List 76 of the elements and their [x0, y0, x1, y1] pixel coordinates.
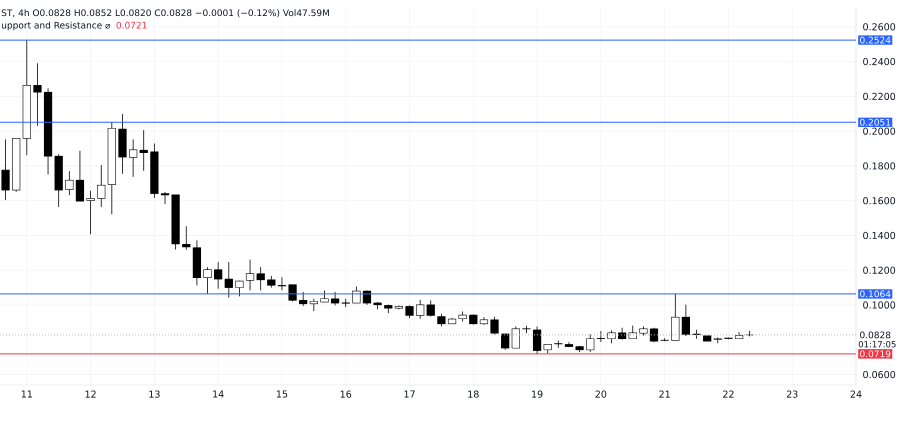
x-tick-label: 14	[213, 390, 224, 398]
candlestick	[330, 292, 340, 306]
y-tick-label: 0.2000	[863, 128, 896, 135]
candlestick	[246, 259, 254, 291]
candlestick	[458, 311, 467, 322]
candlestick	[97, 164, 106, 208]
candlestick	[416, 299, 424, 320]
x-tick-label: 21	[659, 390, 670, 398]
x-tick-label: 11	[22, 390, 32, 398]
candlestick	[235, 280, 244, 297]
x-tick-label: 13	[149, 390, 160, 398]
candlestick	[203, 266, 212, 294]
text: 01:17:05	[858, 341, 896, 348]
y-tick-label: 0.1200	[863, 266, 896, 274]
candlestick	[310, 298, 318, 312]
candlestick	[267, 275, 276, 288]
y-tick-label: 0.2200	[863, 92, 896, 100]
candlestick	[65, 170, 74, 196]
annotation: 0.0721	[116, 22, 147, 29]
y-tick-label: 0.2600	[863, 23, 896, 30]
ref-line-label: 0.2051	[860, 118, 890, 126]
y-tick-label: 0.2400	[863, 58, 896, 66]
candlestick	[33, 62, 42, 126]
x-tick-label: 12	[86, 390, 96, 398]
candlestick	[586, 334, 594, 353]
y-tick-label: 0.1800	[863, 162, 896, 170]
candlestick	[469, 314, 478, 325]
candlestick	[437, 313, 446, 327]
candlestick	[426, 300, 435, 317]
candlestick	[650, 327, 658, 343]
candlestick	[405, 304, 414, 318]
candlestick	[596, 330, 605, 342]
candlestick	[682, 304, 690, 337]
text: upport and Resistance ⌀	[2, 22, 110, 30]
candlestick	[532, 326, 542, 354]
x-tick-label: 19	[532, 390, 542, 398]
candlestick	[628, 325, 637, 340]
candlestick	[160, 192, 170, 205]
x-tick-label: 17	[404, 390, 415, 398]
candlestick	[490, 316, 499, 335]
x-tick-label: 16	[340, 390, 352, 398]
candlestick	[522, 325, 531, 334]
y-tick-label: 0.1600	[863, 197, 896, 204]
candlestick	[129, 138, 138, 178]
candlestick	[352, 286, 361, 304]
candlestick	[1, 138, 10, 201]
x-tick-label: 22	[723, 390, 734, 398]
ref-line-label: 0.0828	[860, 332, 890, 338]
candlestick	[512, 326, 520, 349]
candlestick	[607, 330, 616, 344]
candlestick	[639, 326, 648, 336]
y-tick-label: 0.0600	[863, 370, 896, 378]
candlestick	[671, 293, 680, 341]
x-tick-label: 20	[596, 390, 606, 398]
candlestick	[140, 130, 148, 172]
candlestick	[299, 292, 308, 306]
candlestick	[76, 150, 84, 202]
candlestick	[618, 327, 626, 340]
ref-line-label: 0.2524	[860, 36, 890, 44]
ref-line-label: 0.0719	[860, 350, 890, 358]
candlestick	[320, 290, 329, 302]
candlestick	[501, 333, 510, 350]
chart-title: ST, 4h O0.0828 H0.0852 L0.0820 C0.0828 −0.0001 (−0.12%) Vol47.59M	[2, 9, 329, 18]
y-tick-label: 0.1400	[863, 232, 896, 240]
x-tick-label: 18	[468, 390, 479, 398]
candlestick	[256, 266, 265, 291]
candlestick	[182, 226, 190, 250]
y-tick-label: 0.1000	[863, 301, 896, 309]
candlestick	[224, 262, 233, 298]
candlestick	[214, 262, 222, 290]
candlestick	[692, 329, 701, 340]
x-tick-label: 15	[276, 390, 288, 398]
ref-line-label: 0.1064	[860, 290, 890, 298]
x-tick-label: 23	[786, 390, 798, 398]
candlestick	[86, 190, 95, 235]
x-tick-label: 24	[850, 390, 862, 398]
